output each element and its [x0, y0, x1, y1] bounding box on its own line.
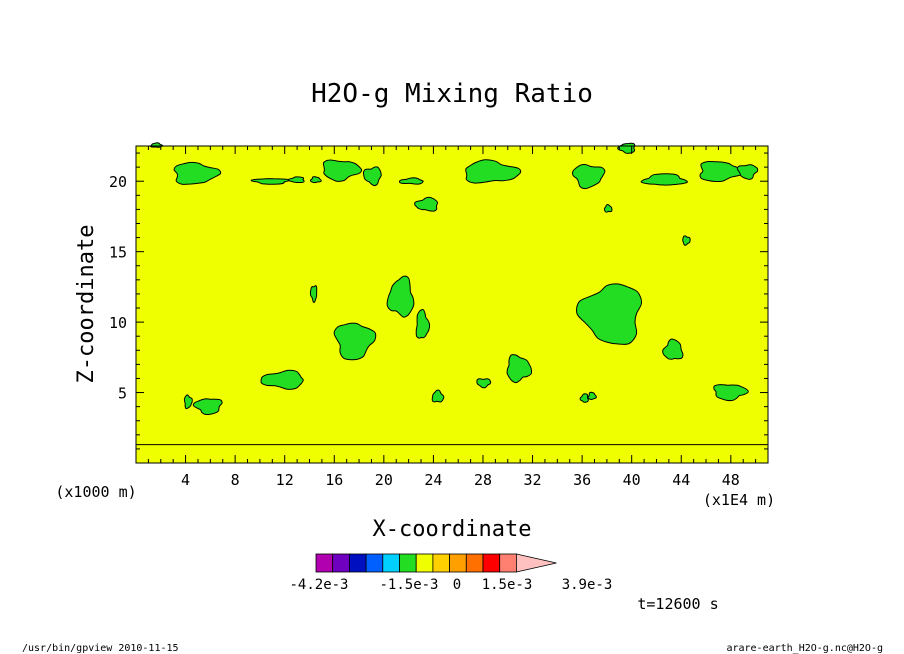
- contour-region-r3: [250, 178, 291, 185]
- x-axis-label: X-coordinate: [373, 517, 532, 542]
- x-tick-label: 28: [474, 471, 492, 489]
- contour-region-r31: [587, 391, 597, 401]
- y-axis-ticks: 5 10 15 20: [109, 152, 768, 450]
- colorbar-tick-label: 3.9e-3: [562, 577, 613, 593]
- contour-region-r8: [398, 177, 424, 185]
- colorbar-tick-labels: -4.2e-3 -1.5e-3 0 1.5e-3 3.9e-3: [289, 577, 612, 593]
- contour-region-r20: [415, 308, 431, 339]
- footer-left: /usr/bin/gpview 2010-11-15: [22, 643, 179, 654]
- contour-region-r5: [309, 176, 322, 184]
- contour-region-r30: [579, 393, 589, 403]
- contour-regions: [149, 142, 759, 416]
- y-tick-label: 10: [109, 314, 127, 332]
- contour-region-r18: [309, 285, 318, 303]
- contour-region-r19: [386, 275, 415, 318]
- time-label: t=12600 s: [637, 595, 718, 613]
- contour-region-r13: [699, 160, 745, 183]
- colorbar-cell: [499, 553, 517, 573]
- contour-region-r2: [173, 161, 222, 185]
- contour-region-r32: [713, 384, 749, 402]
- y-axis-label: Z-coordinate: [74, 225, 99, 384]
- x-tick-label: 48: [722, 471, 740, 489]
- colorbar-cell: [432, 553, 450, 573]
- contour-region-r4: [287, 176, 305, 184]
- x-tick-label: 16: [325, 471, 343, 489]
- contour-region-r22: [576, 283, 643, 345]
- x-tick-label: 20: [375, 471, 393, 489]
- x-tick-label: 12: [276, 471, 294, 489]
- contour-region-r14: [736, 164, 759, 180]
- y-tick-label: 15: [109, 244, 127, 262]
- colorbar-tick-label: 0: [453, 577, 461, 593]
- x-tick-label: 8: [231, 471, 240, 489]
- contour-region-r24: [506, 354, 533, 384]
- colorbar-cell: [449, 553, 467, 573]
- colorbar-tick-label: -4.2e-3: [289, 577, 348, 593]
- y-tick-label: 5: [118, 385, 127, 403]
- contour-region-r25: [476, 378, 492, 389]
- x-tick-label: 4: [181, 471, 190, 489]
- x-tick-label: 24: [424, 471, 442, 489]
- contour-region-r27: [431, 389, 445, 403]
- footer-right: arare-earth_H2O-g.nc@H2O-g: [726, 643, 883, 654]
- plot-frame: [135, 145, 769, 464]
- contour-region-r15: [414, 196, 439, 212]
- contour-region-r28: [183, 394, 193, 410]
- contour-region-r6: [322, 159, 363, 182]
- plot-background: [136, 146, 768, 463]
- contour-region-r23: [662, 338, 684, 360]
- colorbar-tick-label: 1.5e-3: [482, 577, 533, 593]
- contour-region-r7: [362, 166, 382, 187]
- x-axis-ticks: 4 8 12 16 20 24 28 32 36 40 44 48: [147, 146, 757, 489]
- colorbar-cell: [415, 553, 434, 573]
- colorbar-cell: [482, 553, 501, 573]
- y-unit-label: (x1000 m): [55, 483, 136, 501]
- contour-region-r12: [640, 173, 688, 186]
- colorbar-extend-arrow: [516, 553, 557, 573]
- colorbar-cell: [315, 553, 334, 573]
- x-unit-label: (x1E4 m): [703, 491, 775, 509]
- contour-region-r26: [260, 369, 304, 390]
- x-tick-label: 40: [623, 471, 641, 489]
- contour-region-r17: [682, 235, 691, 246]
- contour-region-r21: [333, 322, 377, 361]
- contour-region-r10: [572, 164, 606, 190]
- colorbar-cell: [365, 553, 384, 573]
- contour-region-r9: [465, 159, 522, 184]
- colorbar-tick-label: -1.5e-3: [379, 577, 438, 593]
- x-tick-label: 32: [524, 471, 542, 489]
- colorbar: [315, 553, 557, 573]
- contour-region-r29: [192, 398, 223, 416]
- x-tick-label: 36: [573, 471, 591, 489]
- colorbar-cell: [348, 553, 367, 573]
- colorbar-cell: [382, 553, 400, 573]
- contour-region-r16: [603, 203, 613, 213]
- y-tick-label: 20: [109, 173, 127, 191]
- colorbar-cell: [332, 553, 350, 573]
- chart-title: H2O-g Mixing Ratio: [311, 79, 593, 109]
- colorbar-cell: [399, 553, 417, 573]
- colorbar-cell: [465, 553, 484, 573]
- x-tick-label: 44: [672, 471, 690, 489]
